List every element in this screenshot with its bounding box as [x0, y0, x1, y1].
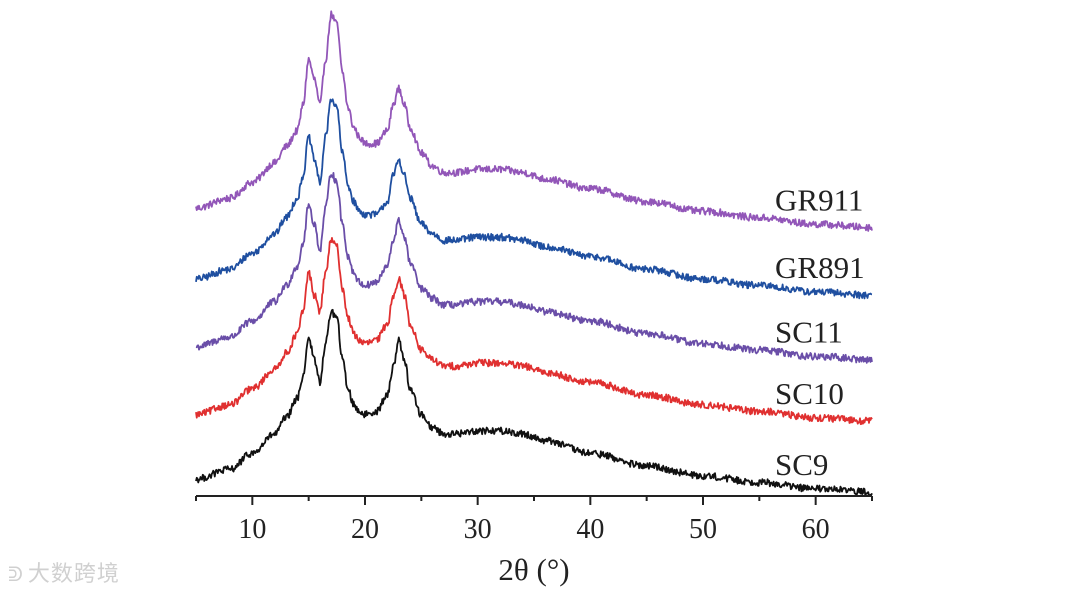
x-tick-label: 10 [238, 514, 266, 545]
x-tick-label: 30 [464, 514, 492, 545]
x-axis-title: 2θ (°) [498, 552, 569, 587]
series-label-gr911: GR911 [775, 182, 863, 217]
series-label-sc11: SC11 [775, 315, 843, 350]
weibo-icon: ᕲ [8, 562, 24, 586]
series-curves [195, 10, 873, 497]
series-labels: GR911 GR891 SC11 SC10 SC9 [775, 182, 865, 482]
series-line-sc9 [195, 308, 873, 497]
series-line-gr891 [195, 98, 873, 300]
series-label-gr891: GR891 [775, 250, 865, 285]
series-label-sc9: SC9 [775, 447, 828, 482]
x-tick-label: 50 [689, 514, 717, 545]
series-line-sc10 [195, 237, 873, 426]
x-axis-ticks: 10 20 30 40 50 60 [195, 496, 873, 545]
series-line-sc11 [195, 171, 873, 364]
x-tick-label: 20 [351, 514, 379, 545]
x-tick-label: 40 [576, 514, 604, 545]
x-tick-label: 60 [802, 514, 830, 545]
watermark: ᕲ 大数跨境 [8, 556, 120, 588]
watermark-text: 大数跨境 [27, 562, 120, 587]
series-label-sc10: SC10 [775, 376, 844, 411]
series-line-gr911 [195, 10, 873, 232]
